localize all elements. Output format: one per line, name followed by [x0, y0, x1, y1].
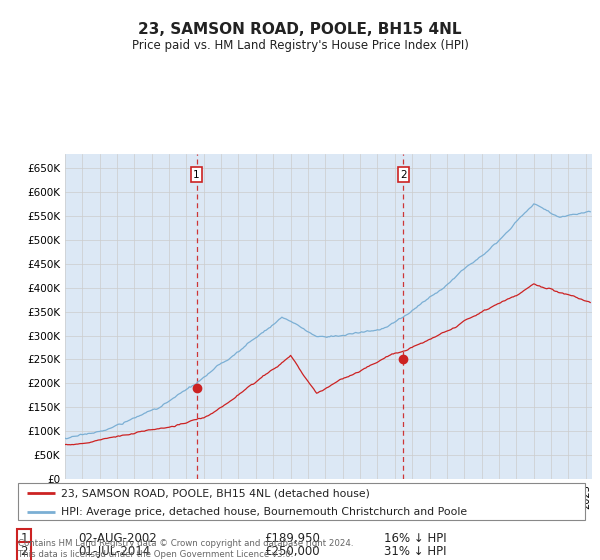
Text: 01-JUL-2014: 01-JUL-2014 — [78, 545, 150, 558]
Text: 23, SAMSON ROAD, POOLE, BH15 4NL: 23, SAMSON ROAD, POOLE, BH15 4NL — [138, 22, 462, 38]
Text: 23, SAMSON ROAD, POOLE, BH15 4NL (detached house): 23, SAMSON ROAD, POOLE, BH15 4NL (detach… — [61, 488, 370, 498]
Text: HPI: Average price, detached house, Bournemouth Christchurch and Poole: HPI: Average price, detached house, Bour… — [61, 507, 467, 517]
Text: 02-AUG-2002: 02-AUG-2002 — [78, 532, 157, 545]
Text: 2: 2 — [20, 545, 28, 558]
Text: 1: 1 — [20, 532, 28, 545]
Text: £250,000: £250,000 — [264, 545, 320, 558]
Text: Contains HM Land Registry data © Crown copyright and database right 2024.
This d: Contains HM Land Registry data © Crown c… — [18, 539, 353, 559]
Text: 2: 2 — [400, 170, 407, 180]
Text: 1: 1 — [193, 170, 200, 180]
Text: 16% ↓ HPI: 16% ↓ HPI — [384, 532, 446, 545]
Text: £189,950: £189,950 — [264, 532, 320, 545]
Text: Price paid vs. HM Land Registry's House Price Index (HPI): Price paid vs. HM Land Registry's House … — [131, 39, 469, 52]
Text: 31% ↓ HPI: 31% ↓ HPI — [384, 545, 446, 558]
